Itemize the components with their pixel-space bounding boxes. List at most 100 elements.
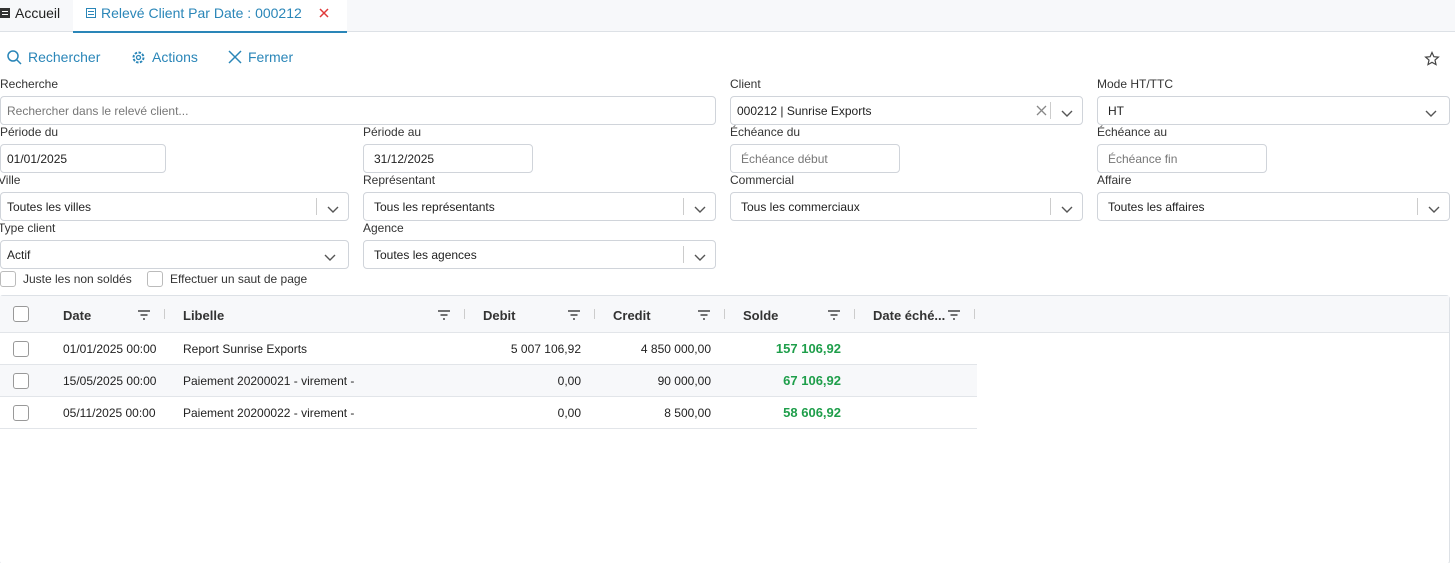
field-label: Client (730, 77, 761, 91)
checkbox[interactable] (0, 271, 16, 287)
filter-icon-svg (138, 310, 150, 320)
field-label: Représentant (363, 173, 436, 187)
input[interactable]: Actif (0, 240, 349, 269)
tab-icon (86, 8, 96, 18)
cell: 05/11/2025 00:00 (63, 406, 156, 420)
input-value: Toutes les agences (374, 247, 477, 262)
input[interactable]: Toutes les affaires (1097, 192, 1450, 221)
filter-icon[interactable] (697, 308, 711, 320)
input[interactable]: Tous les commerciaux (730, 192, 1083, 221)
dropdown-arrow[interactable] (694, 251, 706, 261)
filter-icon-svg (698, 310, 710, 320)
column-divider (724, 309, 725, 319)
row-checkbox[interactable] (13, 341, 29, 357)
separator (316, 198, 317, 215)
dropdown-arrow-svg (1061, 206, 1073, 213)
filter-icon[interactable] (827, 308, 841, 320)
field-label: Ville (0, 173, 21, 187)
row-checkbox[interactable] (13, 405, 29, 421)
tab[interactable]: Accueil (0, 4, 60, 22)
input[interactable]: Échéance début (730, 144, 900, 173)
close-button[interactable]: Fermer (228, 49, 293, 65)
cell: 5 007 106,92 (510, 342, 581, 356)
balance-cell: 58 606,92 (783, 405, 841, 420)
checkbox-label: Juste les non soldés (23, 272, 132, 286)
icon (228, 50, 242, 64)
dropdown-arrow-svg (1428, 206, 1440, 213)
input-value: Actif (7, 247, 31, 262)
row-checkbox[interactable] (13, 306, 29, 322)
column-divider (594, 309, 595, 319)
button-label: Actions (152, 49, 198, 65)
placeholder: Rechercher dans le relevé client... (7, 103, 189, 118)
column-divider (854, 309, 855, 319)
column-header[interactable]: Debit (483, 308, 516, 323)
dropdown-arrow[interactable] (1425, 107, 1437, 117)
placeholder: Échéance début (741, 151, 828, 166)
input[interactable]: Toutes les villes (0, 192, 349, 221)
actions-button[interactable]: Actions (131, 49, 198, 65)
input-value: Tous les représentants (374, 199, 495, 214)
input-value: HT (1108, 103, 1124, 118)
filter-icon-svg (438, 310, 450, 320)
cell: Paiement 20200021 - virement - (183, 374, 355, 388)
filter-icon[interactable] (567, 308, 581, 320)
clear-button-svg (1036, 105, 1047, 116)
input[interactable]: Tous les représentants (363, 192, 716, 221)
tab[interactable]: Relevé Client Par Date : 000212 (86, 4, 329, 22)
checkbox[interactable] (147, 271, 163, 287)
filter-icon-svg (948, 310, 960, 320)
column-header[interactable]: Date (63, 308, 92, 323)
column-header[interactable]: Solde (743, 308, 779, 323)
favorite-star[interactable] (1424, 51, 1440, 67)
separator (1050, 198, 1051, 215)
clear-button[interactable] (1036, 105, 1047, 116)
tab-close[interactable] (319, 8, 329, 18)
dropdown-arrow[interactable] (324, 251, 336, 261)
search-button[interactable]: Rechercher (7, 49, 100, 65)
dropdown-arrow[interactable] (1428, 203, 1440, 213)
dropdown-arrow[interactable] (327, 203, 339, 213)
dropdown-arrow-svg (1061, 110, 1073, 117)
cell: 8 500,00 (664, 406, 711, 420)
field-label: Période du (0, 125, 59, 139)
input-value: 01/01/2025 (7, 151, 68, 166)
input[interactable]: HT (1097, 96, 1450, 125)
active-tab[interactable] (73, 0, 347, 33)
input[interactable]: Toutes les agences (363, 240, 716, 269)
input[interactable]: 01/01/2025 (0, 144, 166, 173)
checkbox-label: Effectuer un saut de page (170, 272, 308, 286)
input[interactable]: Échéance fin (1097, 144, 1267, 173)
input[interactable]: 000212 | Sunrise Exports (730, 96, 1083, 125)
input[interactable]: 31/12/2025 (363, 144, 533, 173)
input[interactable]: Rechercher dans le relevé client... (0, 96, 716, 125)
cell: 4 850 000,00 (640, 342, 711, 356)
column-divider (464, 309, 465, 319)
table-row (0, 397, 977, 429)
tab-label: Accueil (15, 5, 61, 21)
field-label: Période au (363, 125, 422, 139)
dropdown-arrow[interactable] (1061, 107, 1073, 117)
filter-icon[interactable] (137, 308, 151, 320)
filter-icon-svg (828, 310, 840, 320)
dropdown-arrow[interactable] (694, 203, 706, 213)
cell: 01/01/2025 00:00 (63, 342, 157, 356)
dropdown-arrow[interactable] (1061, 203, 1073, 213)
button-label: Fermer (248, 49, 294, 65)
cell: 90 000,00 (657, 374, 711, 388)
filter-icon[interactable] (437, 308, 451, 320)
icon (132, 51, 145, 63)
row-checkbox[interactable] (13, 373, 29, 389)
separator (683, 246, 684, 263)
cell: Paiement 20200022 - virement - (183, 406, 355, 420)
column-header[interactable]: Libelle (183, 308, 225, 323)
filter-icon[interactable] (947, 308, 961, 320)
field-label: Commercial (730, 173, 795, 187)
column-header[interactable]: Date éché... (873, 308, 946, 323)
column-header[interactable]: Credit (613, 308, 651, 323)
table-frame (0, 295, 1450, 563)
dropdown-arrow-svg (327, 206, 339, 213)
